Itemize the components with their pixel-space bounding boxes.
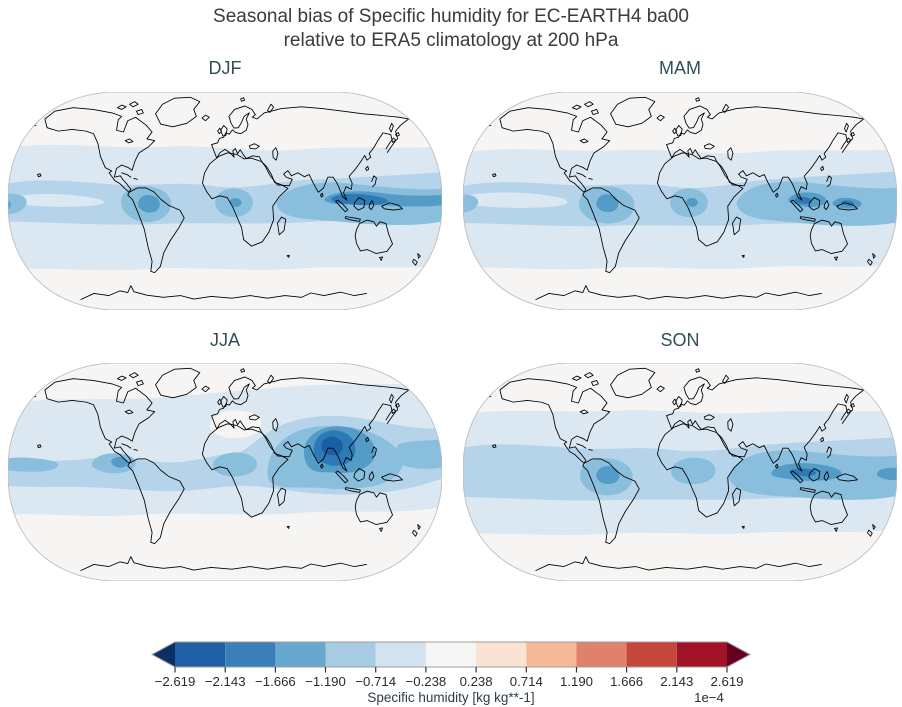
contour-cold-tongue (465, 192, 568, 208)
tick-label: 2.143 (660, 674, 693, 689)
contour-l4-africa (229, 198, 242, 207)
map-frame (8, 363, 442, 581)
map-frame (463, 363, 897, 581)
tick-label: 0.714 (510, 674, 543, 689)
colorbar-tick-labels: −2.619 −2.143 −1.666 −1.190 −0.714 −0.23… (155, 674, 744, 689)
colorbar-arrow-left (152, 642, 175, 667)
colorbar-axis-label: Specific humidity [kg kg**-1] (367, 690, 534, 705)
contour-l3-africa (670, 457, 716, 485)
contour-l4-amazon (596, 466, 620, 485)
contour-l5-indonesia (794, 196, 812, 205)
tick-label: −1.666 (255, 674, 296, 689)
contour-sahara-hole (209, 410, 262, 439)
panel-title-djf: DJF (208, 58, 242, 78)
tick-label: −2.143 (205, 674, 246, 689)
colorbar-arrow-right (727, 642, 750, 667)
colorbar-segment (175, 642, 226, 667)
tick-label: −1.190 (305, 674, 346, 689)
contour-l3-right-edge (395, 438, 442, 469)
tick-label: 2.619 (710, 674, 743, 689)
colorbar-segment (325, 642, 376, 667)
colorbar-offset-label: 1e−4 (694, 690, 724, 705)
contour-cold-tongue (12, 194, 105, 207)
tick-label: −0.714 (355, 674, 396, 689)
panel-title-jja: JJA (209, 330, 240, 350)
colorbar-segment (476, 642, 527, 667)
contour-l4-left-edge (8, 200, 11, 211)
colorbar-segment (676, 642, 727, 667)
tick-label: 1.666 (610, 674, 643, 689)
map-panel-son (463, 363, 897, 581)
figure-title-line1: Seasonal bias of Specific humidity for E… (213, 6, 689, 27)
contour-l4-central-america (111, 457, 128, 468)
colorbar-segment (425, 642, 477, 667)
contour-l3-africa (212, 452, 258, 477)
contour-l4-right-edge (876, 467, 897, 481)
colorbar-segment (375, 642, 426, 667)
tick-label: 0.238 (460, 674, 493, 689)
colorbar-segment (275, 642, 326, 667)
colorbar: −2.619 −2.143 −1.666 −1.190 −0.714 −0.23… (150, 641, 752, 705)
map-panel-jja (8, 363, 442, 581)
map-frame (463, 92, 897, 310)
colorbar-segment (576, 642, 627, 667)
contour-l4-amazon (596, 194, 619, 213)
map-panel-mam (463, 92, 897, 310)
contour-l3-left-edge (8, 193, 27, 214)
contour-l3-left-edge (463, 194, 479, 213)
contour-l3-left-edge (8, 457, 59, 472)
colorbar-segment (225, 642, 276, 667)
tick-label: 1.190 (560, 674, 593, 689)
contour-l4-africa (686, 198, 698, 207)
panel-title-mam: MAM (659, 58, 701, 78)
colorbar-tick-marks (174, 667, 728, 673)
contour-l6-india-core (321, 436, 343, 456)
colorbar-segment (626, 642, 677, 667)
figure-title-line2: relative to ERA5 climatology at 200 hPa (283, 30, 619, 51)
tick-label: −2.619 (155, 674, 196, 689)
colorbar-segment (526, 642, 577, 667)
map-panel-djf (8, 92, 442, 310)
panel-title-son: SON (660, 330, 700, 350)
contour-l4-amazon (137, 195, 160, 213)
tick-label: −0.238 (406, 674, 447, 689)
map-frame (8, 92, 442, 310)
